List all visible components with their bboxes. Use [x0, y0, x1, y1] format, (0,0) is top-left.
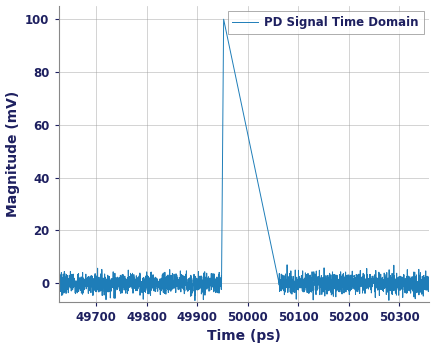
Line: PD Signal Time Domain: PD Signal Time Domain — [59, 19, 428, 300]
PD Signal Time Domain — [379, 288, 384, 292]
PD Signal Time Domain — [419, 280, 424, 284]
PD Signal Time Domain — [120, 288, 125, 292]
PD Signal Time Domain — [198, 282, 203, 286]
Legend: PD Signal Time Domain: PD Signal Time Domain — [227, 12, 423, 34]
PD Signal Time Domain — [98, 289, 103, 293]
PD Signal Time Domain — [192, 298, 197, 303]
PD Signal Time Domain — [426, 280, 431, 284]
PD Signal Time Domain — [56, 272, 61, 276]
Y-axis label: Magnitude (mV): Magnitude (mV) — [6, 91, 20, 217]
PD Signal Time Domain — [214, 275, 219, 279]
PD Signal Time Domain — [220, 17, 226, 21]
X-axis label: Time (ps): Time (ps) — [207, 329, 280, 343]
